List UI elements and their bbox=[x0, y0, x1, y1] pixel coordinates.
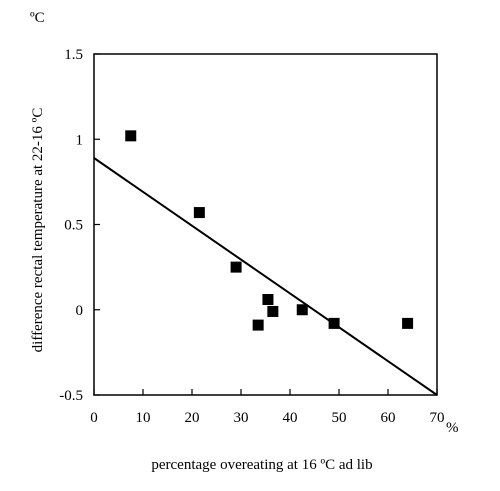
data-point-marker bbox=[262, 294, 274, 306]
data-point-marker bbox=[267, 305, 279, 317]
x-tick-label: 20 bbox=[185, 410, 200, 426]
data-point-marker bbox=[296, 304, 308, 316]
y-axis-title: difference rectal temperature at 22-16 º… bbox=[30, 108, 46, 353]
axis-ticks bbox=[93, 53, 438, 396]
data-points bbox=[125, 130, 414, 331]
y-tick-label: 1.5 bbox=[64, 47, 83, 63]
y-tick-label: 1 bbox=[76, 132, 84, 148]
y-tick-label: -0.5 bbox=[59, 388, 83, 404]
x-tick-label: 40 bbox=[283, 410, 298, 426]
plot-area-frame bbox=[93, 53, 438, 396]
data-point-marker bbox=[193, 207, 205, 219]
x-tick-label: 60 bbox=[381, 410, 396, 426]
x-tick-label: 0 bbox=[90, 410, 98, 426]
y-unit-label: ºC bbox=[30, 10, 45, 26]
data-point-marker bbox=[230, 261, 242, 273]
y-tick-labels: -0.5 0 0.5 1 1.5 bbox=[59, 47, 83, 404]
regression-line bbox=[93, 157, 438, 396]
x-tick-label: 70 bbox=[430, 410, 445, 426]
x-tick-labels: 0 10 20 30 40 50 60 70 bbox=[90, 410, 444, 426]
y-tick-label: 0 bbox=[76, 303, 84, 319]
data-point-marker bbox=[402, 317, 414, 329]
x-tick-label: 30 bbox=[234, 410, 249, 426]
x-unit-label: % bbox=[446, 420, 459, 436]
data-point-marker bbox=[125, 130, 137, 142]
x-axis-title: percentage overeating at 16 ºC ad lib bbox=[151, 457, 372, 473]
y-unit-text: ºC bbox=[30, 10, 45, 26]
x-tick-label: 10 bbox=[136, 410, 151, 426]
data-point-marker bbox=[252, 319, 264, 331]
data-point-marker bbox=[328, 317, 340, 329]
y-tick-label: 0.5 bbox=[64, 218, 83, 234]
x-tick-label: 50 bbox=[332, 410, 347, 426]
